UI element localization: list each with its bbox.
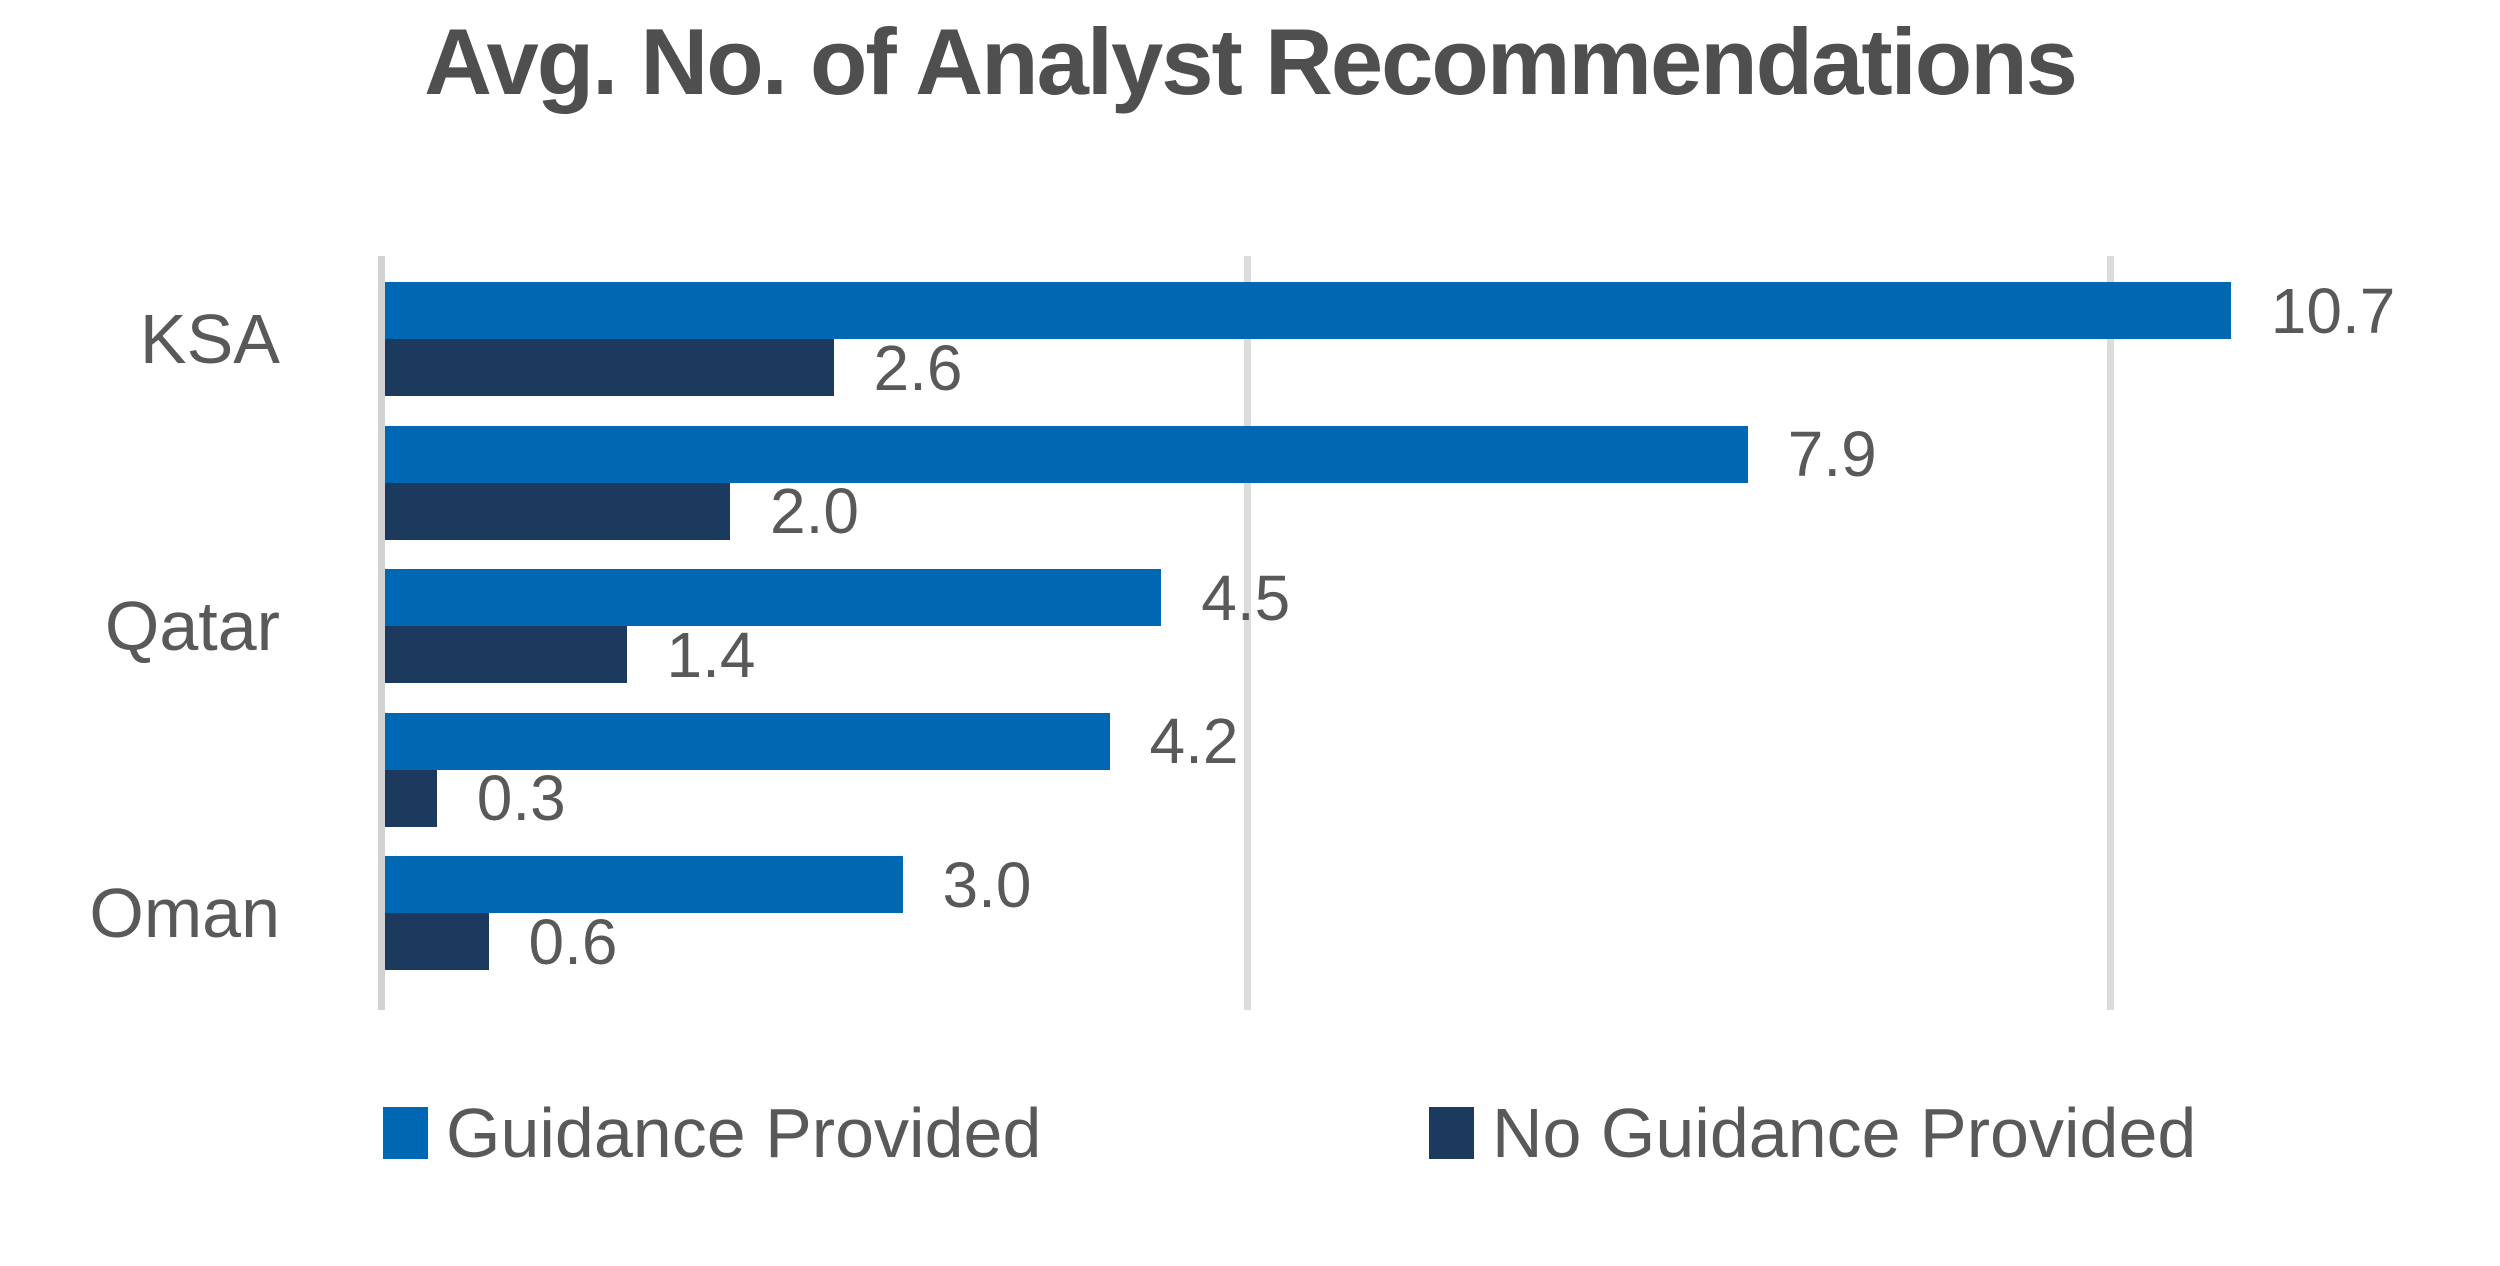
category-label: KSA bbox=[139, 300, 280, 378]
value-label: 2.6 bbox=[873, 331, 963, 404]
value-label: 7.9 bbox=[1787, 418, 1877, 490]
bar-no-guidance-provided bbox=[385, 769, 437, 827]
legend-item-guidance-provided: Guidance Provided bbox=[383, 1094, 1041, 1172]
bar-guidance-provided bbox=[385, 569, 1162, 626]
value-label: 3.0 bbox=[942, 848, 1032, 921]
y-axis-line bbox=[378, 256, 385, 1010]
plot-area: 10.7 2.6 KSA 7.9 2.0 4.5 1.4 Qatar 4.2 0.3 3.0 0.6 O… bbox=[89, 256, 2455, 1010]
legend: Guidance Provided No Guidance Provided bbox=[0, 1094, 2500, 1172]
bar-no-guidance-provided bbox=[385, 626, 627, 683]
bar-no-guidance-provided bbox=[385, 339, 834, 396]
legend-swatch-guidance-provided bbox=[383, 1107, 428, 1159]
category-label: Oman bbox=[89, 874, 280, 952]
value-label: 0.6 bbox=[528, 905, 618, 978]
value-label: 4.2 bbox=[1149, 705, 1239, 777]
value-label: 4.5 bbox=[1201, 561, 1291, 634]
value-label: 2.0 bbox=[770, 475, 859, 547]
value-label: 10.7 bbox=[2270, 274, 2396, 347]
gridline bbox=[2106, 256, 2114, 1010]
bar-no-guidance-provided bbox=[385, 913, 489, 970]
legend-item-no-guidance-provided: No Guidance Provided bbox=[1429, 1094, 2196, 1172]
bar-guidance-provided bbox=[385, 856, 903, 913]
legend-label-no-guidance-provided: No Guidance Provided bbox=[1492, 1094, 2197, 1172]
value-label: 0.3 bbox=[476, 762, 566, 834]
bar-guidance-provided bbox=[385, 712, 1110, 770]
bar-no-guidance-provided bbox=[385, 482, 730, 540]
bar-guidance-provided bbox=[385, 425, 1748, 483]
chart-title: Avg. No. of Analyst Recommendations bbox=[424, 9, 2078, 114]
legend-label-guidance-provided: Guidance Provided bbox=[446, 1094, 1042, 1172]
value-label: 1.4 bbox=[666, 618, 756, 691]
legend-swatch-no-guidance-provided bbox=[1429, 1107, 1474, 1159]
bar-guidance-provided bbox=[385, 282, 2231, 339]
gridline bbox=[1244, 256, 1251, 1010]
category-label: Qatar bbox=[104, 587, 280, 665]
